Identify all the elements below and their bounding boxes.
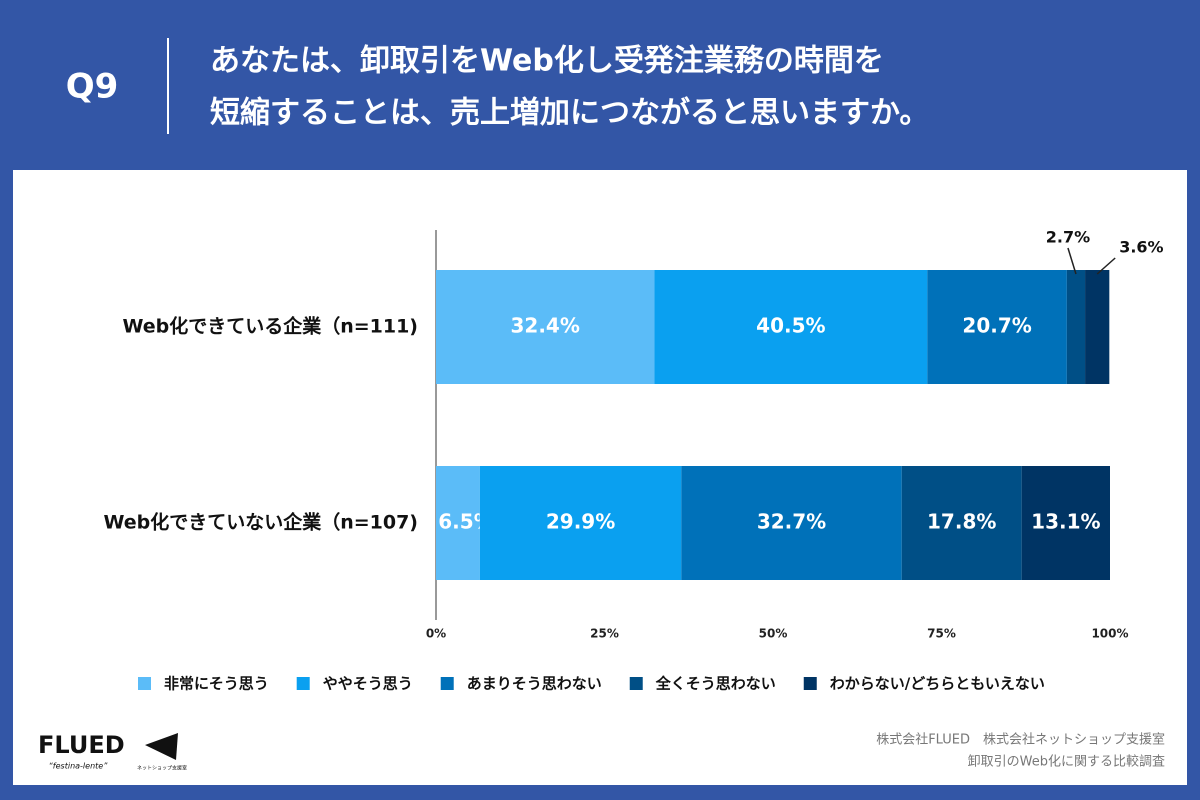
bar-segment [1021, 466, 1110, 580]
bar-segment [1066, 270, 1086, 384]
value-label: 32.4% [510, 314, 579, 338]
x-tick-label: 50% [759, 627, 788, 641]
value-label: 32.7% [757, 510, 826, 534]
x-tick-label: 100% [1091, 627, 1128, 641]
logo-partner: ネットショップ支援室 [137, 765, 187, 772]
bar-segment [927, 270, 1067, 384]
survey: 卸取引のWeb化に関する比較調査 [968, 754, 1165, 770]
legend-swatch [296, 677, 310, 690]
category-label: Web化できていない企業（n=107) [103, 511, 418, 534]
value-label: 2.7% [1046, 228, 1090, 247]
value-label: 13.1% [1031, 510, 1100, 534]
category-label: Web化できている企業（n=111) [122, 315, 418, 338]
bar-segment [681, 466, 902, 580]
bar-segment [436, 466, 480, 580]
value-label: 20.7% [962, 314, 1031, 338]
leader-line [1096, 257, 1116, 275]
value-label: 29.9% [546, 510, 615, 534]
legend-swatch [440, 677, 454, 690]
x-tick-label: 25% [590, 627, 619, 641]
legend-swatch [803, 677, 817, 690]
credit: 株式会社FLUED 株式会社ネットショップ支援室 [876, 732, 1165, 748]
x-tick-label: 0% [426, 627, 446, 641]
legend-label: わからない/どちらともいえない [830, 675, 1045, 693]
leader-line [1067, 247, 1077, 275]
title-line: あなたは、卸取引をWeb化し受発注業務の時間を [210, 44, 884, 79]
logo-name: FLUED [38, 731, 125, 759]
bar-segment [654, 270, 928, 384]
value-label: 17.8% [927, 510, 996, 534]
legend-swatch [629, 677, 643, 690]
x-tick-label: 75% [927, 627, 956, 641]
value-label: 3.6% [1119, 238, 1163, 257]
legend-label: ややそう思う [323, 675, 413, 693]
value-label: 40.5% [756, 314, 825, 338]
bar-segment [901, 466, 1022, 580]
partner-icon [145, 733, 178, 760]
question-number: Q9 [66, 67, 119, 107]
legend-label: 非常にそう思う [164, 675, 269, 693]
logo-motto: “festina-lente” [49, 762, 109, 771]
title-line: 短縮することは、売上増加につながると思いますか。 [210, 96, 929, 131]
legend-label: あまりそう思わない [467, 675, 602, 693]
bar-segment [479, 466, 682, 580]
bar-segment [436, 270, 655, 384]
bar-segment [1085, 270, 1110, 384]
legend-swatch [138, 677, 151, 690]
legend-label: 全くそう思わない [655, 675, 776, 693]
